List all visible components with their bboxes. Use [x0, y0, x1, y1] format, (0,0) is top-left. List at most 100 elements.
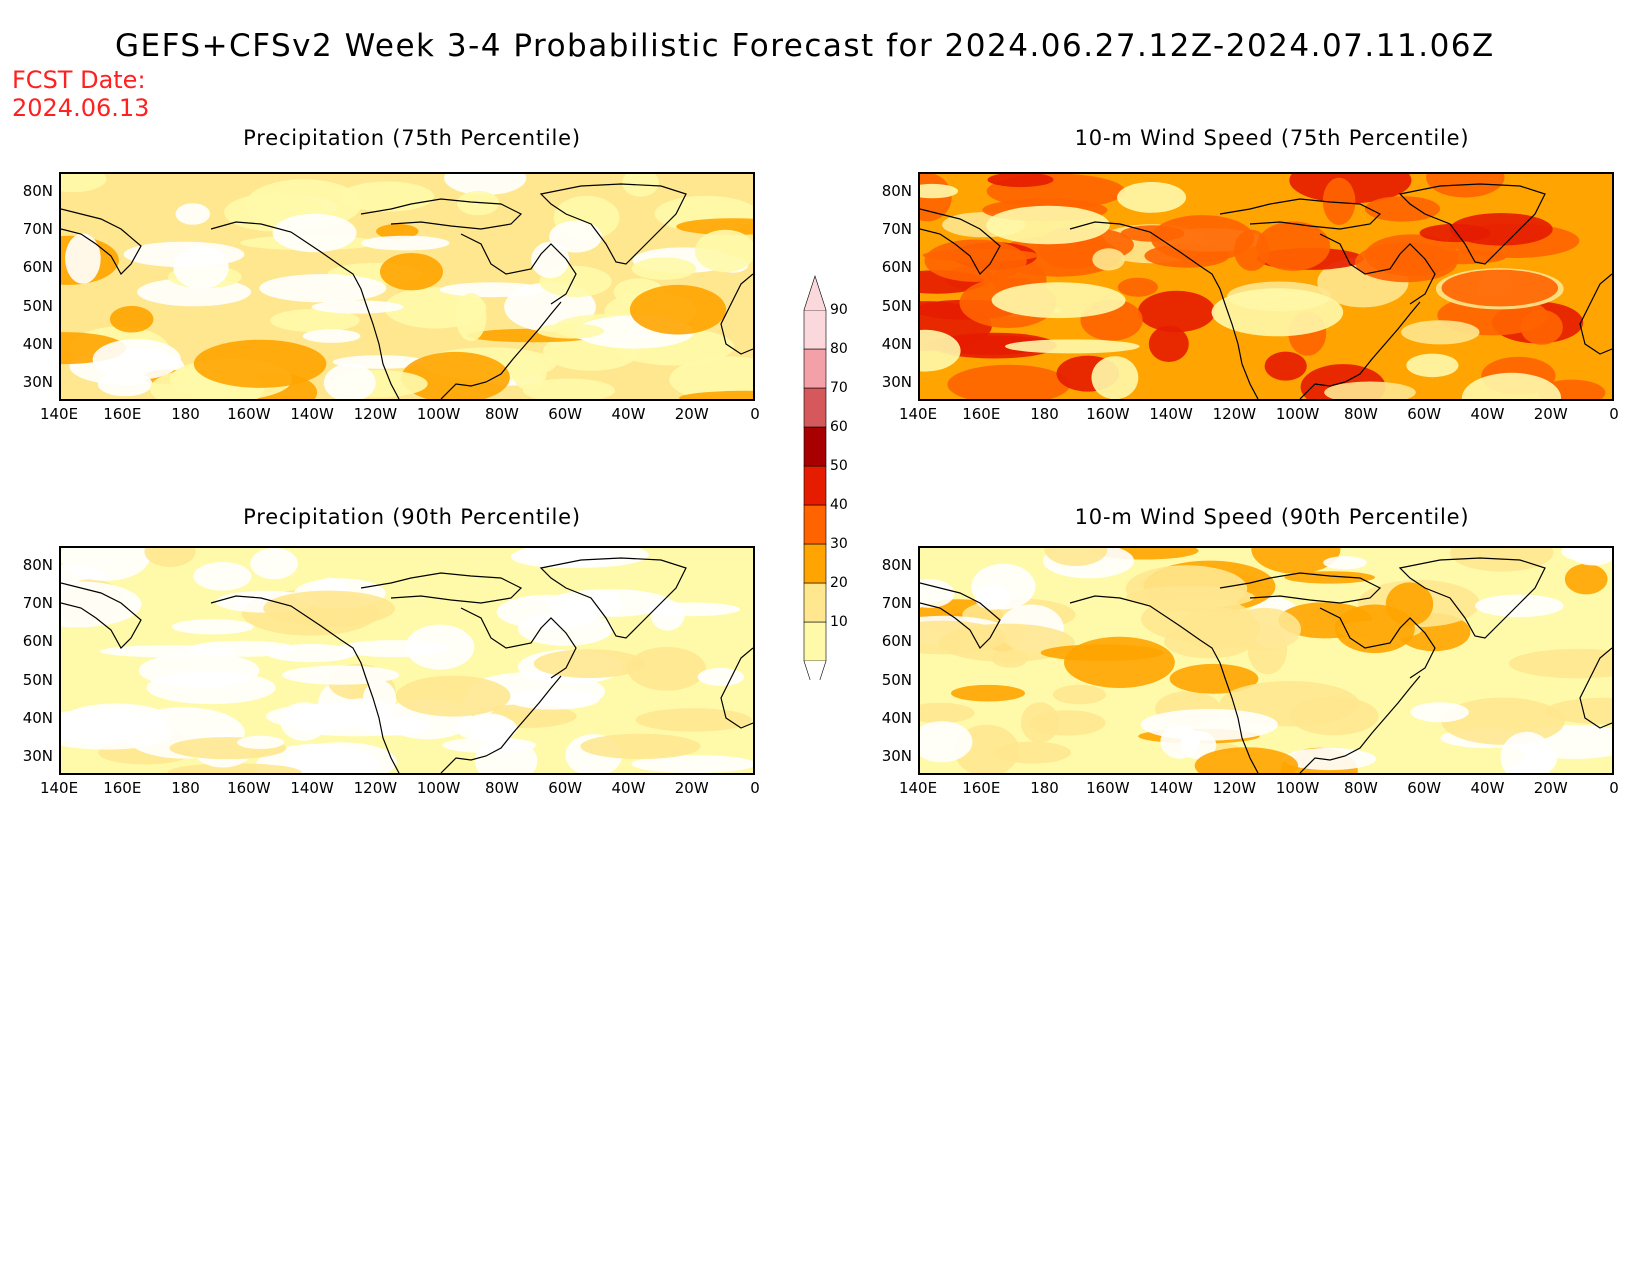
lon-tick-label: 120W	[353, 405, 398, 423]
colorbar-tick-label: 40	[830, 497, 848, 513]
lon-tick-label: 80W	[1343, 405, 1378, 423]
colorbar	[803, 275, 827, 680]
lon-tick-label: 180	[1030, 779, 1059, 797]
colorbar-swatch	[803, 309, 827, 350]
colorbar-tick-label: 80	[830, 341, 848, 357]
lon-tick-label: 180	[171, 405, 200, 423]
lon-tick-label: 140W	[290, 779, 334, 797]
lat-tick-label: 70N	[881, 220, 912, 239]
lon-tick-label: 80W	[484, 405, 519, 423]
lon-tick-label: 40W	[611, 779, 646, 797]
colorbar-tick-label: 30	[830, 536, 848, 552]
lon-tick-label: 20W	[674, 405, 709, 423]
lat-tick-label: 40N	[881, 334, 912, 353]
lon-tick-label: 0	[750, 405, 760, 423]
colorbar-tick-label: 20	[830, 575, 848, 591]
lon-tick-label: 160E	[962, 405, 1001, 423]
lon-tick-label: 0	[1609, 405, 1619, 423]
lon-tick-label: 160W	[227, 405, 271, 423]
map-field	[920, 174, 1612, 399]
lat-tick-label: 80N	[22, 556, 53, 575]
lat-tick-label: 50N	[881, 296, 912, 315]
figure-title: GEFS+CFSv2 Week 3-4 Probabilistic Foreca…	[115, 28, 1495, 64]
lon-tick-label: 0	[750, 779, 760, 797]
colorbar-swatch	[803, 348, 827, 389]
lon-tick-label: 40W	[611, 405, 646, 423]
lat-tick-label: 30N	[881, 746, 912, 765]
colorbar-swatch	[803, 582, 827, 623]
lon-tick-label: 100W	[1275, 405, 1320, 423]
panel-title-precip-75: Precipitation (75th Percentile)	[243, 126, 581, 150]
map-precip-90	[59, 546, 755, 775]
map-field	[61, 548, 753, 773]
map-field	[920, 548, 1612, 773]
lat-tick-label: 30N	[22, 746, 53, 765]
lat-tick-label: 80N	[881, 182, 912, 201]
map-wind-75	[918, 172, 1614, 401]
lon-tick-label: 160W	[1086, 779, 1130, 797]
lat-tick-label: 40N	[22, 708, 53, 727]
map-precip-75	[59, 172, 755, 401]
colorbar-tick-label: 10	[830, 614, 848, 630]
lon-tick-label: 160W	[1086, 405, 1130, 423]
colorbar-swatch	[803, 504, 827, 545]
lat-tick-label: 60N	[881, 632, 912, 651]
lat-tick-label: 50N	[22, 296, 53, 315]
lon-tick-label: 120W	[1212, 779, 1257, 797]
fcst-date-value: 2024.06.13	[12, 94, 150, 122]
panel-title-precip-90: Precipitation (90th Percentile)	[243, 505, 581, 529]
lon-tick-label: 180	[171, 779, 200, 797]
lon-tick-label: 140E	[39, 405, 79, 423]
colorbar-swatch	[803, 465, 827, 506]
lon-tick-label: 160E	[103, 779, 142, 797]
lat-tick-label: 30N	[881, 372, 912, 391]
colorbar-swatch	[803, 543, 827, 584]
lon-tick-label: 0	[1609, 779, 1619, 797]
lon-tick-label: 160E	[103, 405, 142, 423]
lon-tick-label: 80W	[484, 779, 519, 797]
lat-tick-label: 80N	[22, 182, 53, 201]
lat-tick-label: 60N	[22, 632, 53, 651]
lon-tick-label: 60W	[1407, 779, 1442, 797]
lon-tick-label: 80W	[1343, 779, 1378, 797]
lat-tick-label: 70N	[22, 220, 53, 239]
lon-tick-label: 120W	[353, 779, 398, 797]
lon-tick-label: 100W	[416, 779, 461, 797]
lat-tick-label: 30N	[22, 372, 53, 391]
lon-tick-label: 140E	[898, 779, 938, 797]
lat-tick-label: 60N	[22, 258, 53, 277]
lon-tick-label: 60W	[548, 405, 583, 423]
colorbar-tick-label: 50	[830, 458, 848, 474]
lat-tick-label: 50N	[22, 670, 53, 689]
colorbar-swatch	[803, 387, 827, 428]
fcst-date-label: FCST Date:	[12, 66, 146, 94]
colorbar-tick-label: 90	[830, 302, 848, 318]
lon-tick-label: 40W	[1470, 405, 1505, 423]
lat-tick-label: 50N	[881, 670, 912, 689]
lon-tick-label: 100W	[416, 405, 461, 423]
lat-tick-label: 60N	[881, 258, 912, 277]
lat-tick-label: 40N	[22, 334, 53, 353]
lon-tick-label: 140E	[898, 405, 938, 423]
colorbar-swatch	[803, 426, 827, 467]
colorbar-swatch	[803, 621, 827, 662]
lon-tick-label: 160E	[962, 779, 1001, 797]
lat-tick-label: 80N	[881, 556, 912, 575]
lon-tick-label: 40W	[1470, 779, 1505, 797]
lon-tick-label: 140E	[39, 779, 79, 797]
lon-tick-label: 60W	[548, 779, 583, 797]
lon-tick-label: 160W	[227, 779, 271, 797]
lat-tick-label: 70N	[22, 594, 53, 613]
colorbar-tick-label: 70	[830, 380, 848, 396]
lon-tick-label: 120W	[1212, 405, 1257, 423]
lat-tick-label: 70N	[881, 594, 912, 613]
lon-tick-label: 140W	[1149, 779, 1193, 797]
panel-title-wind-90: 10-m Wind Speed (90th Percentile)	[1074, 505, 1470, 529]
lon-tick-label: 20W	[1533, 779, 1568, 797]
lon-tick-label: 60W	[1407, 405, 1442, 423]
lon-tick-label: 140W	[1149, 405, 1193, 423]
map-wind-90	[918, 546, 1614, 775]
panel-title-wind-75: 10-m Wind Speed (75th Percentile)	[1074, 126, 1470, 150]
lon-tick-label: 100W	[1275, 779, 1320, 797]
lat-tick-label: 40N	[881, 708, 912, 727]
